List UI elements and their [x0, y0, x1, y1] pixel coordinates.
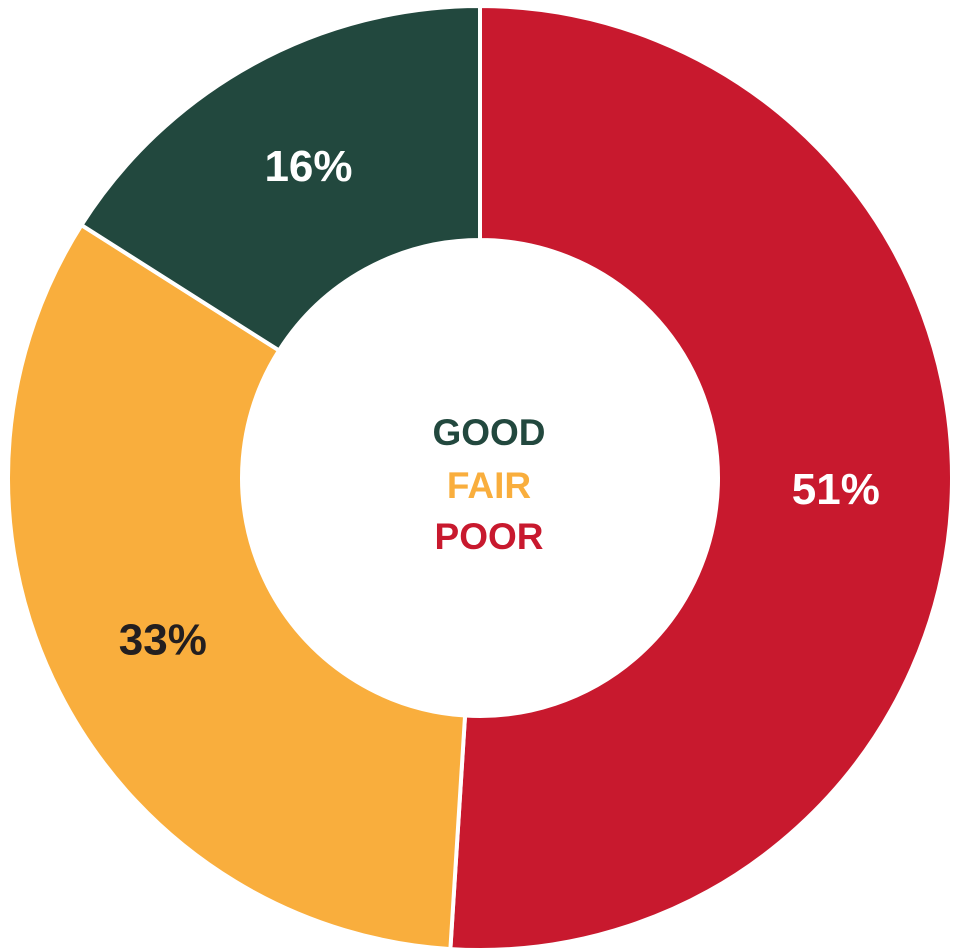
legend-label-fair: FAIR — [447, 465, 531, 506]
slice-label-good: 16% — [264, 142, 352, 191]
center-legend: GOOD FAIR POOR — [432, 412, 545, 557]
slice-good — [78, 3, 482, 354]
slice-fair — [6, 222, 468, 952]
slice-poor — [448, 3, 954, 952]
slice-labels: 51% 33% 16% — [119, 142, 880, 665]
slice-label-poor: 51% — [792, 465, 880, 514]
legend-label-poor: POOR — [435, 516, 544, 557]
legend-label-good: GOOD — [432, 412, 545, 453]
slice-label-fair: 33% — [119, 616, 207, 665]
donut-slices — [6, 3, 954, 952]
